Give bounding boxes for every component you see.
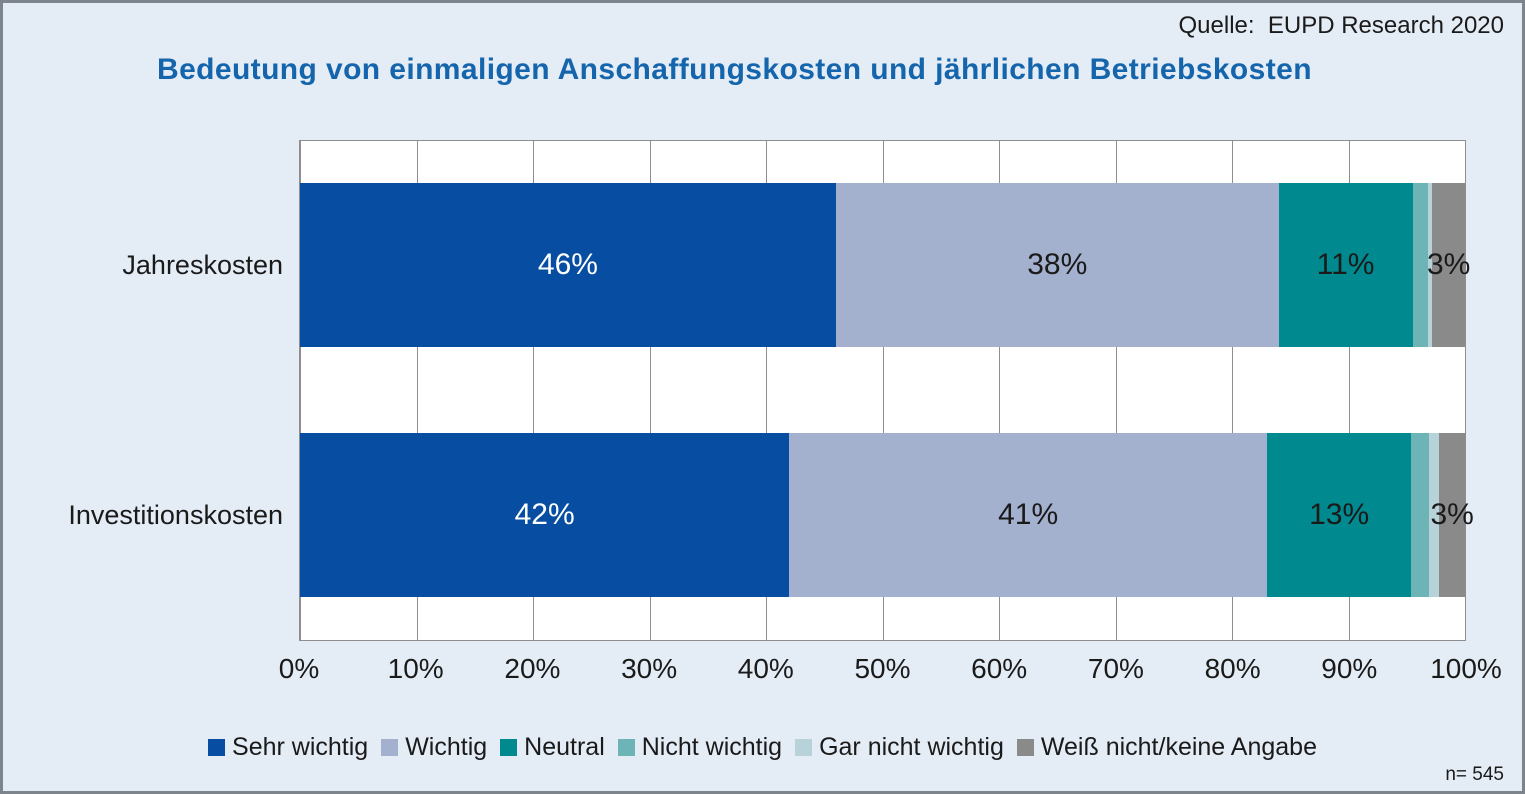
sample-size-note: n= 545 xyxy=(1445,764,1504,785)
gridline xyxy=(882,141,884,640)
gridline xyxy=(999,141,1000,640)
bar-segment-sehr-wichtig: 46% xyxy=(300,183,836,347)
legend-label: Weiß nicht/keine Angabe xyxy=(1040,733,1317,761)
legend-label: Nicht wichtig xyxy=(641,733,783,761)
gridline xyxy=(1348,141,1350,640)
x-tick-label: 70% xyxy=(1087,653,1144,684)
gridline xyxy=(416,141,418,640)
gridline xyxy=(766,141,767,640)
legend-label: Neutral xyxy=(524,733,605,761)
gridline xyxy=(649,141,651,640)
x-tick-label: 80% xyxy=(1204,653,1261,684)
gridline xyxy=(1232,141,1233,640)
bar-row-jahreskosten: 46% 38% 11% 3% xyxy=(300,183,1470,347)
data-label: 3% xyxy=(1426,248,1471,281)
bar-segment-nicht-wichtig xyxy=(1412,183,1428,347)
gridline xyxy=(1115,141,1117,640)
legend-label: Sehr wichtig xyxy=(232,733,369,761)
bar-segment-wichtig: 38% xyxy=(835,183,1279,347)
plot-area: 46% 38% 11% 3% 42% 41% 13% 3% xyxy=(299,140,1474,641)
x-tick-label: 100% xyxy=(1430,653,1502,684)
data-label: 3% xyxy=(1430,498,1474,531)
bar-segment-wei-nicht-keine-angabe: 3% xyxy=(1430,433,1474,597)
x-tick-label: 60% xyxy=(971,653,1028,684)
legend-swatch xyxy=(795,739,813,756)
source-text: Quelle: EUPD Research 2020 xyxy=(1178,12,1505,39)
bar-segment-nicht-wichtig xyxy=(1411,433,1429,597)
gridline xyxy=(300,141,301,640)
data-label: 11% xyxy=(1316,248,1375,281)
legend-item: Wichtig xyxy=(381,733,487,762)
data-label: 38% xyxy=(1027,248,1088,281)
legend-swatch xyxy=(617,739,635,756)
category-label: Jahreskosten xyxy=(122,250,283,280)
gridline xyxy=(533,141,534,640)
bar-segment-neutral: 13% xyxy=(1266,433,1412,597)
gridline xyxy=(1465,141,1466,640)
legend-swatch xyxy=(208,739,226,756)
legend-item: Gar nicht wichtig xyxy=(795,733,1004,762)
x-tick-label: 30% xyxy=(621,653,678,684)
legend-label: Gar nicht wichtig xyxy=(819,733,1004,761)
data-label: 42% xyxy=(514,498,575,531)
bar-segment-gar-nicht-wichtig xyxy=(1427,183,1433,347)
bar-segment-sehr-wichtig: 42% xyxy=(300,433,790,597)
category-label: Investitionskosten xyxy=(68,500,283,530)
bar-segment-gar-nicht-wichtig xyxy=(1428,433,1440,597)
legend-item: Neutral xyxy=(500,733,605,762)
bar-segment-neutral: 11% xyxy=(1278,183,1413,347)
data-label: 41% xyxy=(998,498,1059,531)
x-axis-ticks: 0% 10% 20% 30% 40% 50% 60% 70% 80% 90% 100% xyxy=(279,653,1502,689)
legend-item: Weiß nicht/keine Angabe xyxy=(1016,733,1317,762)
x-tick-label: 20% xyxy=(504,653,561,684)
bar-segment-wei-nicht-keine-angabe: 3% xyxy=(1427,183,1470,347)
legend-label: Wichtig xyxy=(405,733,488,761)
legend-swatch xyxy=(500,739,518,756)
data-label: 46% xyxy=(537,248,598,281)
x-tick-label: 90% xyxy=(1321,653,1378,684)
legend-swatch xyxy=(1016,739,1034,756)
legend-item: Nicht wichtig xyxy=(617,733,783,762)
legend-item: Sehr wichtig xyxy=(208,733,368,762)
x-tick-label: 10% xyxy=(387,653,444,684)
bar-segment-wichtig: 41% xyxy=(789,433,1267,597)
legend: Sehr wichtig Wichtig Neutral Nicht wichtig G… xyxy=(3,733,1522,762)
chart-title: Bedeutung von einmaligen Anschaffungskos… xyxy=(157,53,1312,86)
legend-swatch xyxy=(381,739,399,756)
x-tick-label: 50% xyxy=(854,653,911,684)
x-tick-label: 0% xyxy=(278,653,320,684)
bar-row-investitionskosten: 42% 41% 13% 3% xyxy=(300,433,1474,597)
data-label: 13% xyxy=(1309,498,1370,531)
x-tick-label: 40% xyxy=(737,653,794,684)
